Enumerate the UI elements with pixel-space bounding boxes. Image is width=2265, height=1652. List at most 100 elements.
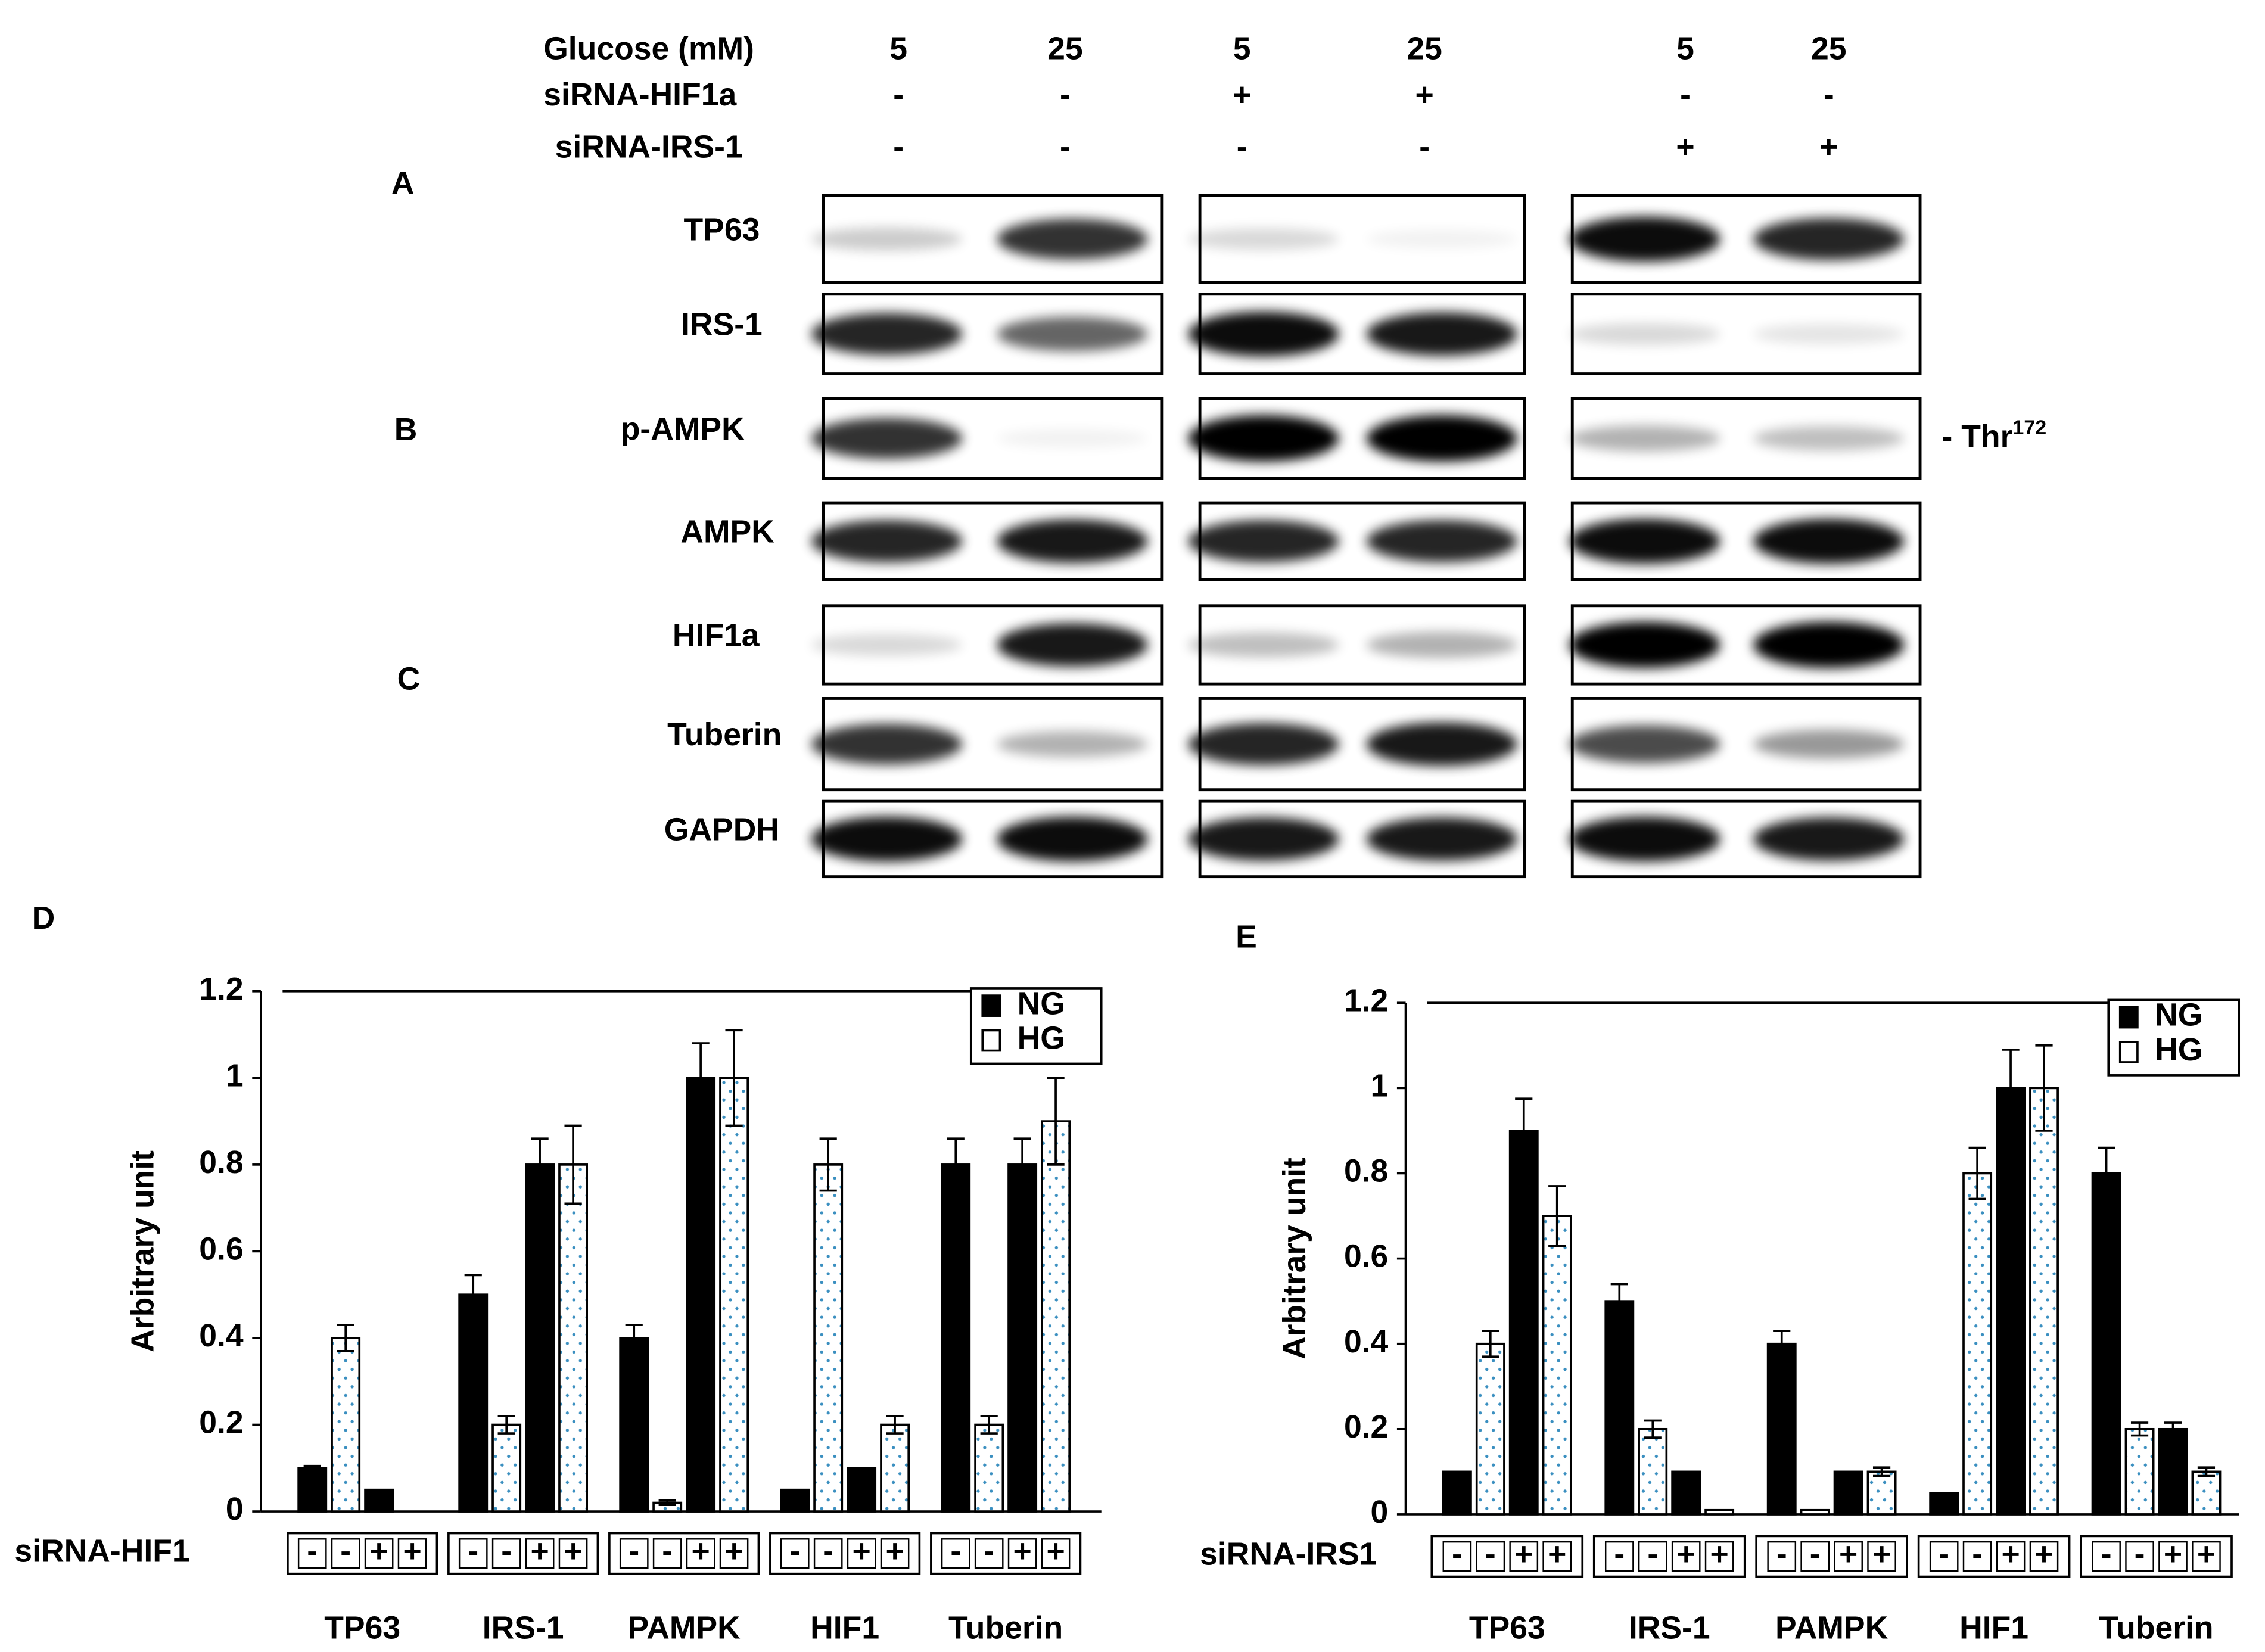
blot-band bbox=[1366, 520, 1517, 562]
sign-group-box bbox=[447, 1532, 599, 1575]
site: Thr bbox=[1961, 419, 2012, 455]
bar bbox=[364, 1488, 394, 1513]
condition-value: + bbox=[1819, 130, 1838, 165]
sign-cell bbox=[1638, 1541, 1667, 1572]
error-bar bbox=[2098, 1146, 2115, 1200]
sirna-label: siRNA-HIF1 bbox=[14, 1534, 189, 1569]
blot-band bbox=[811, 227, 963, 251]
condition-value: - bbox=[1237, 130, 1247, 165]
sign-cell bbox=[1604, 1541, 1634, 1572]
condition-value: 25 bbox=[1047, 31, 1083, 66]
sign-cell bbox=[491, 1538, 521, 1569]
blot-band bbox=[1753, 621, 1905, 668]
error-bar bbox=[1013, 1137, 1031, 1192]
bar bbox=[847, 1467, 877, 1513]
condition-value: 5 bbox=[1233, 31, 1251, 66]
condition-value: 25 bbox=[1811, 31, 1847, 66]
bar bbox=[1929, 1492, 1959, 1516]
blot-band bbox=[1753, 426, 1905, 451]
sign-label: - bbox=[1972, 1537, 1983, 1572]
blot-band bbox=[1753, 323, 1905, 344]
bar bbox=[1671, 1470, 1701, 1516]
sign-label: + bbox=[724, 1534, 743, 1569]
bar bbox=[1442, 1470, 1472, 1516]
bar bbox=[813, 1163, 844, 1513]
panel-label: E bbox=[1236, 919, 1257, 954]
y-tick-label: 0.6 bbox=[1344, 1239, 1388, 1274]
site-label: - Thr172 bbox=[1942, 416, 2047, 455]
legend-label: NG bbox=[2155, 998, 2202, 1033]
sign-cell bbox=[1867, 1541, 1896, 1572]
panel-label: D bbox=[32, 901, 55, 936]
blot-band bbox=[1188, 520, 1339, 562]
error-bar bbox=[692, 1042, 710, 1114]
sign-label: + bbox=[1548, 1537, 1566, 1572]
blot-band bbox=[811, 724, 963, 765]
sign-cell bbox=[1834, 1541, 1863, 1572]
panel-label: A bbox=[391, 166, 415, 201]
bar bbox=[619, 1337, 649, 1513]
sign-label: + bbox=[1013, 1534, 1032, 1569]
legend-swatch bbox=[2118, 1006, 2139, 1029]
bar bbox=[458, 1293, 489, 1513]
sign-label: - bbox=[984, 1534, 994, 1569]
condition-value: 25 bbox=[1407, 31, 1442, 66]
protein-label: AMPK bbox=[680, 515, 774, 550]
sign-label: - bbox=[1452, 1537, 1463, 1572]
sign-group-box bbox=[1755, 1535, 1908, 1578]
sign-cell bbox=[297, 1538, 327, 1569]
y-tick-label: 0.4 bbox=[199, 1318, 244, 1354]
blot-band bbox=[1366, 631, 1517, 658]
sign-cell bbox=[1704, 1541, 1734, 1572]
blot-band bbox=[1188, 817, 1339, 861]
sign-group-box bbox=[1592, 1535, 1746, 1578]
sign-label: - bbox=[468, 1534, 478, 1569]
bar bbox=[331, 1337, 361, 1513]
condition-value: 5 bbox=[1676, 31, 1694, 66]
y-tick-label: 0 bbox=[226, 1492, 244, 1527]
sign-cell bbox=[2192, 1541, 2221, 1572]
sign-label: + bbox=[531, 1534, 549, 1569]
error-bar bbox=[303, 1464, 321, 1471]
condition-value: 5 bbox=[889, 31, 907, 66]
bar bbox=[1833, 1470, 1863, 1516]
sirna-label: siRNA-IRS1 bbox=[1200, 1537, 1377, 1572]
sign-cell bbox=[1767, 1541, 1797, 1572]
bar bbox=[780, 1488, 810, 1513]
group-label: TP63 bbox=[1469, 1611, 1545, 1646]
sign-cell bbox=[1671, 1541, 1701, 1572]
sign-label: + bbox=[1839, 1537, 1858, 1572]
bar bbox=[2029, 1087, 2059, 1516]
blot-band bbox=[997, 623, 1148, 667]
error-bar bbox=[337, 1324, 354, 1352]
panel-label: B bbox=[394, 412, 418, 447]
sign-cell bbox=[1542, 1541, 1572, 1572]
error-bar bbox=[725, 1029, 743, 1127]
bar bbox=[558, 1163, 589, 1513]
sign-label: - bbox=[1485, 1537, 1496, 1572]
sign-cell bbox=[458, 1538, 488, 1569]
sign-group-box bbox=[608, 1532, 760, 1575]
bar bbox=[1604, 1300, 1635, 1516]
error-bar bbox=[886, 1415, 904, 1435]
y-tick-label: 0.2 bbox=[199, 1405, 243, 1441]
y-tick-label: 1.2 bbox=[199, 972, 243, 1007]
bar bbox=[1996, 1087, 2026, 1516]
sign-cell bbox=[974, 1538, 1004, 1569]
sign-label: + bbox=[564, 1534, 582, 1569]
sign-cell bbox=[1007, 1538, 1037, 1569]
y-tick-label: 1 bbox=[1371, 1069, 1389, 1104]
error-bar bbox=[1773, 1330, 1791, 1358]
error-bar bbox=[531, 1137, 549, 1192]
sign-label: + bbox=[2164, 1537, 2182, 1572]
group-label: HIF1 bbox=[1959, 1611, 2028, 1646]
group-label: PAMPK bbox=[628, 1611, 741, 1646]
blot-band bbox=[1569, 816, 1720, 862]
sign-label: - bbox=[307, 1534, 318, 1569]
y-axis-label: Arbitrary unit bbox=[125, 1150, 160, 1352]
sign-label: - bbox=[1776, 1537, 1787, 1572]
error-bar bbox=[464, 1274, 482, 1315]
sign-cell bbox=[558, 1538, 588, 1569]
condition-value: - bbox=[1680, 77, 1691, 113]
error-bar bbox=[1482, 1330, 1499, 1358]
